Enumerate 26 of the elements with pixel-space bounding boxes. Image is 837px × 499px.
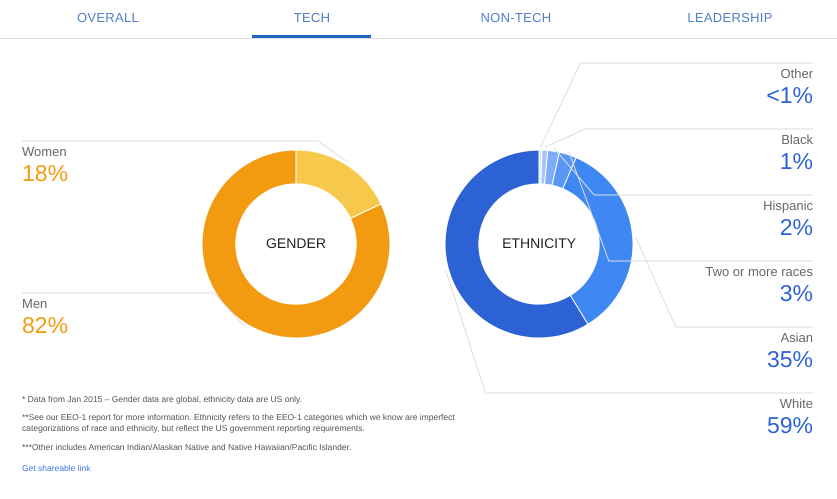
text: TECH [292, 10, 332, 25]
text: Get shareable link [22, 463, 92, 474]
slice-label: Women [22, 144, 67, 160]
slice-label: Other [780, 66, 814, 82]
text: LEADERSHIP [686, 10, 774, 25]
slice-label: White [780, 396, 813, 412]
text: NON-TECH [479, 10, 552, 25]
text: ***Other includes American Indian/Alaskan Native and Native Hawaiian/Pacific Islander. [22, 442, 352, 453]
data-label: 18% [22, 160, 68, 186]
slice-label: Black [781, 132, 814, 148]
data-label: 82% [22, 312, 68, 338]
slice-label: Two or more races [705, 264, 814, 280]
text: * Data from Jan 2015 – Gender data are global, ethnicity data are US only. [22, 394, 304, 405]
text: ETHNICITY [502, 234, 577, 251]
text: OVERALL [76, 10, 140, 25]
slice-label: Men [22, 296, 48, 312]
slice-label: Asian [780, 330, 813, 346]
data-label: 59% [766, 412, 813, 438]
slice-label: Hispanic [763, 198, 814, 214]
text: **See our EEO-1 report for more information. Ethnicity refers to the EEO-1 categories which we know are imperfect categorizations of race and ethnicity, but reflect the US government reporting requirements. [22, 412, 456, 434]
data-label: 2% [780, 214, 813, 240]
data-label: <1% [766, 82, 813, 108]
data-label: 3% [780, 280, 813, 306]
data-label: 35% [766, 346, 813, 372]
text: GENDER [266, 234, 326, 251]
data-label: 1% [780, 148, 813, 174]
